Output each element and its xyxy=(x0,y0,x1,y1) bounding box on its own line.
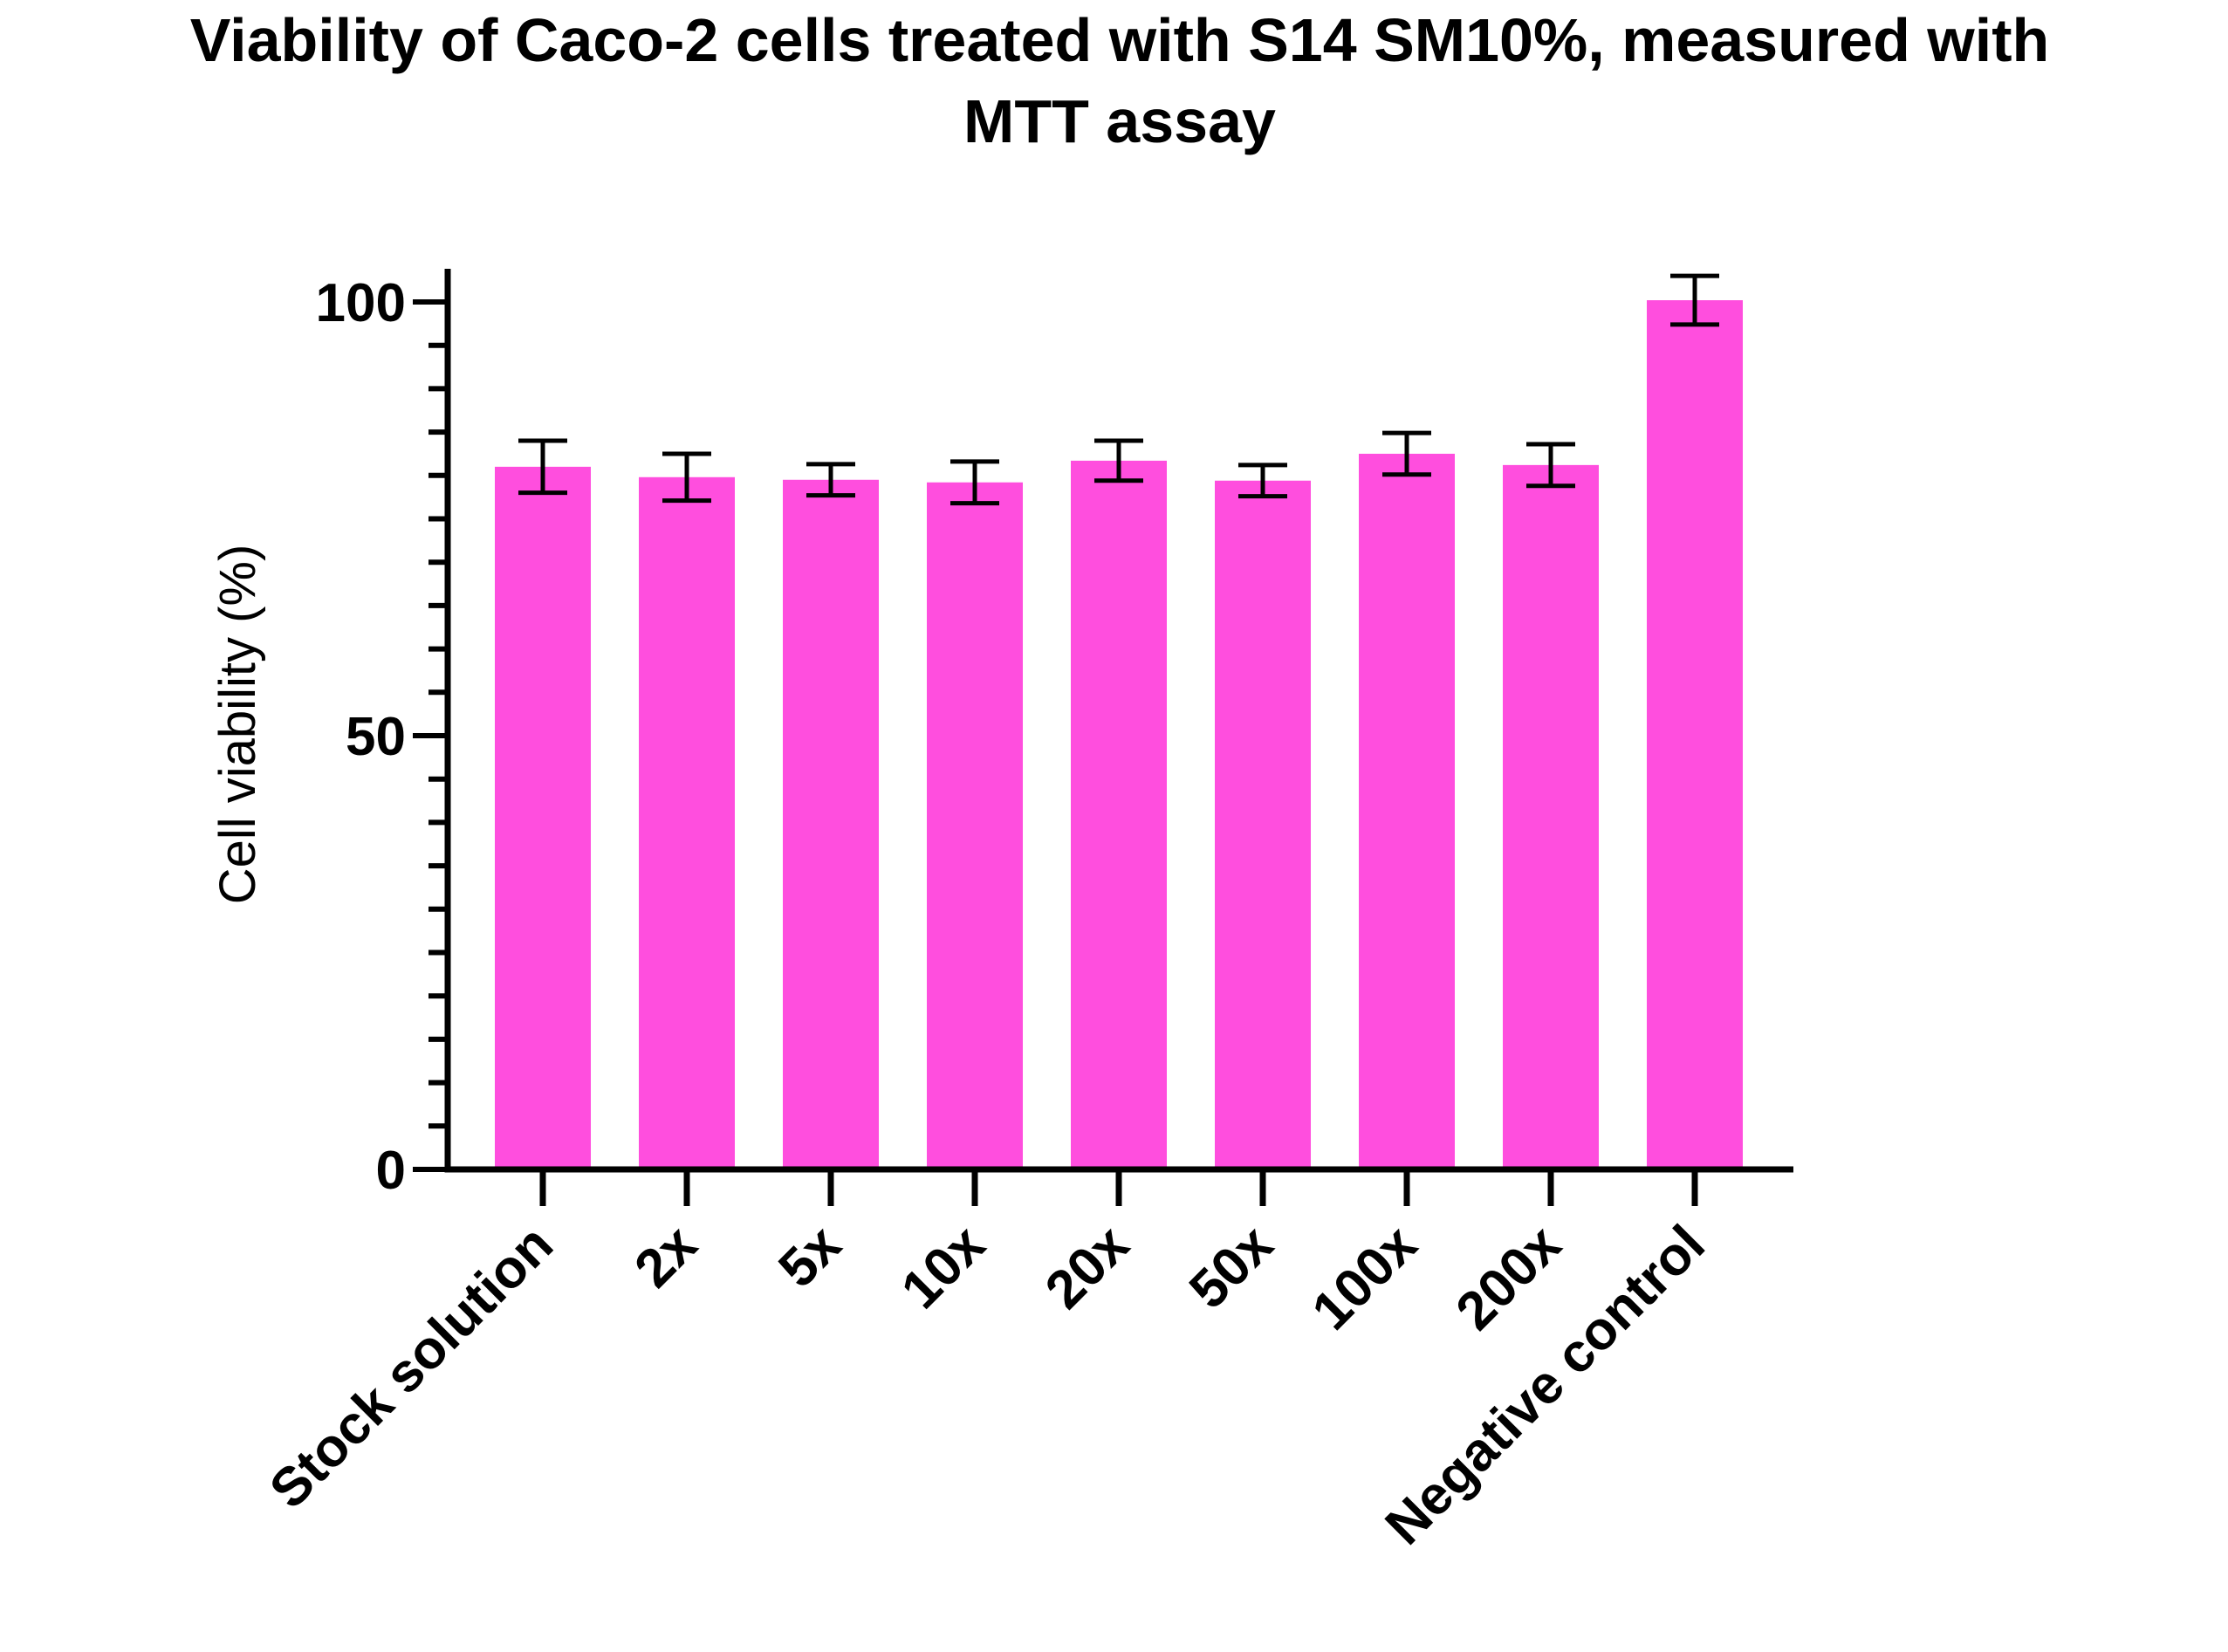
x-tick-label: 100x xyxy=(1301,1214,1429,1342)
x-ticks-group: Stock solution 2x 5x 10x 20x 50x 100x 200xNegat… xyxy=(258,1169,1717,1556)
x-tick-label: 200x xyxy=(1445,1214,1573,1342)
y-tick-label: 0 xyxy=(376,1141,406,1201)
bar xyxy=(927,482,1023,1169)
x-tick-label: 10x xyxy=(890,1214,997,1320)
bar xyxy=(1503,464,1599,1169)
bar xyxy=(1215,480,1311,1169)
bars-group xyxy=(495,300,1743,1170)
error-bars-group xyxy=(518,273,1719,506)
y-tick-label: 50 xyxy=(346,707,406,767)
x-tick-label: Stock solution xyxy=(258,1214,565,1520)
bar xyxy=(1071,460,1167,1169)
x-tick-label: 2x xyxy=(623,1214,709,1299)
y-tick-label: 100 xyxy=(316,273,406,333)
y-ticks-group: 0 50 100 xyxy=(316,273,448,1201)
x-tick-label: 5x xyxy=(767,1214,853,1299)
bar xyxy=(783,479,879,1169)
bar xyxy=(1647,300,1743,1170)
x-tick-label: 50x xyxy=(1178,1214,1285,1320)
x-tick-label: 20x xyxy=(1034,1214,1141,1320)
bar xyxy=(1359,453,1455,1169)
chart-title-line-1: Viability of Caco-2 cells treated with S… xyxy=(190,6,2050,74)
bar xyxy=(639,476,735,1169)
bar xyxy=(495,466,591,1169)
chart-title-line-2: MTT assay xyxy=(963,87,1276,155)
y-axis-label: Cell viability (%) xyxy=(209,545,266,905)
